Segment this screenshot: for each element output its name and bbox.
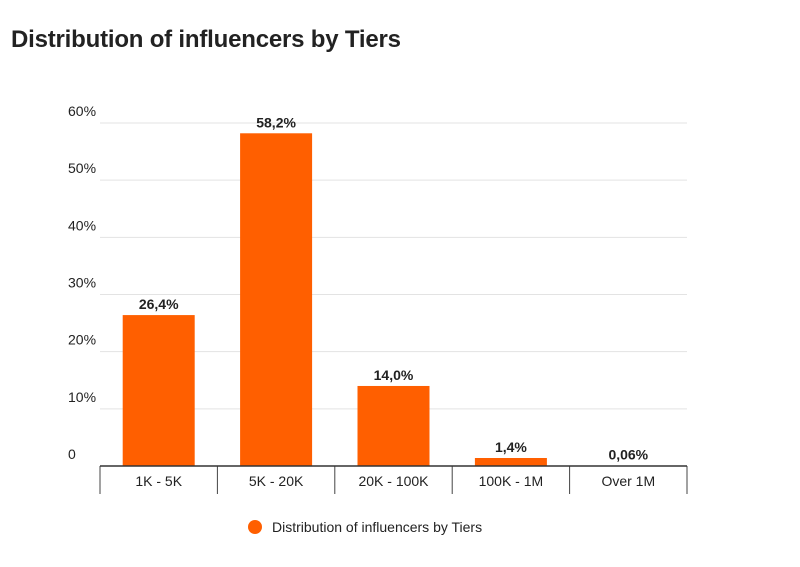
x-tick-label: 20K - 100K [358,473,429,489]
x-tick-label: 100K - 1M [479,473,544,489]
legend-label: Distribution of influencers by Tiers [272,519,483,535]
bar[interactable] [357,385,430,466]
data-label: 26,4% [139,296,179,312]
x-tick-label: 1K - 5K [135,473,182,489]
y-tick-label: 10% [68,389,96,405]
y-tick-label: 30% [68,275,96,291]
data-label: 1,4% [495,439,527,455]
bar[interactable] [240,133,313,467]
legend[interactable]: Distribution of influencers by Tiers [248,519,482,535]
legend-swatch [248,520,262,534]
x-tick-label: Over 1M [601,473,655,489]
data-label: 0,06% [608,447,648,463]
y-tick-label: 40% [68,217,96,233]
bar[interactable] [474,457,547,466]
y-tick-label: 20% [68,332,96,348]
y-tick-label: 60% [68,103,96,119]
data-label: 14,0% [374,367,414,383]
data-label: 58,2% [256,114,296,130]
chart-title: Distribution of influencers by Tiers [11,26,401,53]
y-tick-label: 50% [68,160,96,176]
y-tick-label: 0 [68,446,76,462]
x-tick-label: 5K - 20K [249,473,304,489]
bar[interactable] [122,315,195,466]
